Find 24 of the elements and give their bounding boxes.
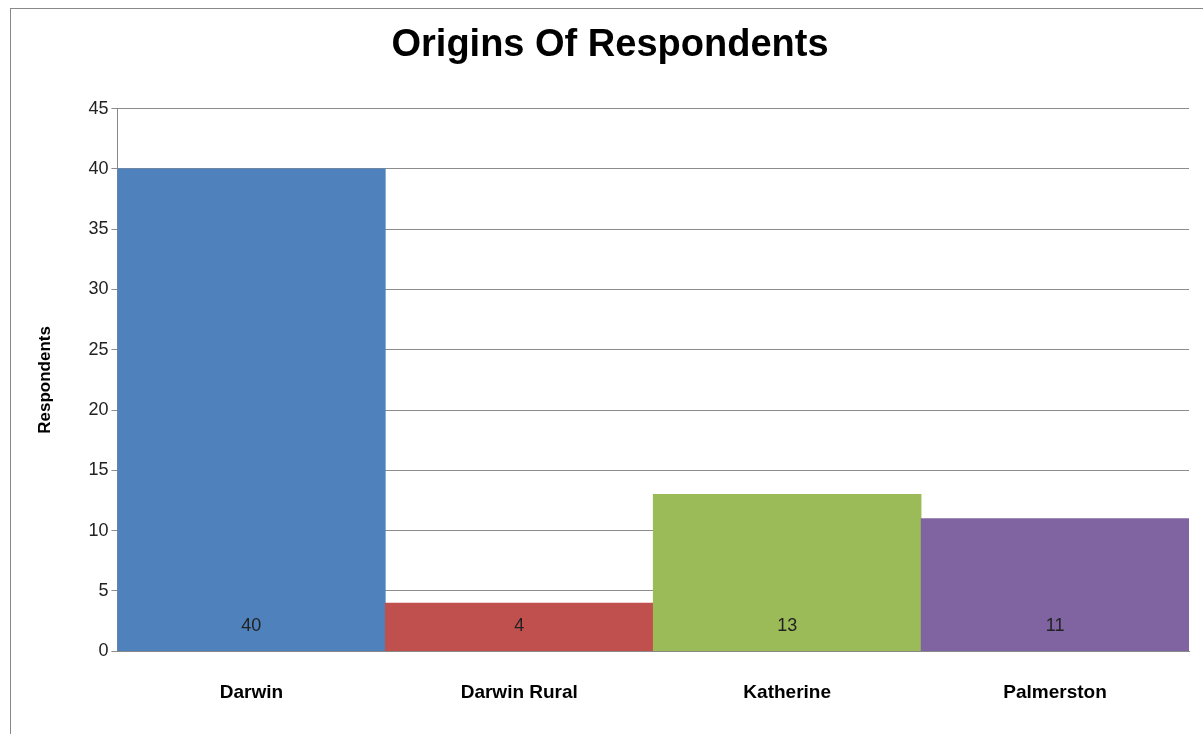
x-tick-label: Darwin Rural <box>460 680 578 702</box>
bar <box>384 602 654 652</box>
y-axis-title: Respondents <box>34 326 54 434</box>
y-tick-label: 35 <box>88 218 109 239</box>
x-tick-label: Darwin <box>219 680 284 702</box>
y-tick-label: 45 <box>88 97 109 118</box>
y-tick-label: 5 <box>98 579 109 600</box>
bar <box>117 168 386 652</box>
y-tick-label: 30 <box>88 278 109 299</box>
y-tick-label: 40 <box>88 157 109 178</box>
y-tick-label: 15 <box>88 459 109 480</box>
y-tick-label: 10 <box>88 519 109 540</box>
data-label: 40 <box>241 614 262 635</box>
data-label: 13 <box>777 614 798 635</box>
data-label: 4 <box>514 614 525 635</box>
x-tick-label: Katherine <box>743 680 831 702</box>
x-tick-label: Palmerston <box>1003 680 1107 702</box>
bar <box>920 518 1189 652</box>
y-tick-label: 20 <box>88 399 109 420</box>
chart-title: Origins Of Respondents <box>391 22 829 65</box>
data-label: 11 <box>1045 614 1065 635</box>
y-tick-label: 0 <box>98 640 109 661</box>
y-tick-label: 25 <box>88 338 109 359</box>
bar <box>652 494 922 652</box>
